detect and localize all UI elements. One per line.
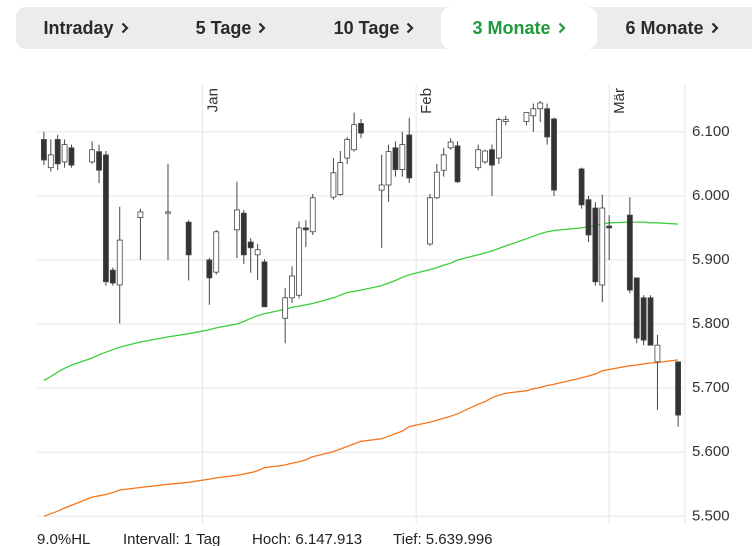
candle-body [302, 227, 309, 231]
y-tick-label: 6.100 [692, 123, 730, 140]
tab-label[interactable]: 6 Monate [625, 17, 704, 38]
chevron-icon [259, 22, 266, 34]
candle-body [427, 197, 433, 245]
candle-body [54, 139, 61, 165]
y-tick-label: 5.700 [692, 379, 730, 396]
candle-body [337, 162, 344, 195]
candle-body [592, 207, 599, 283]
candle-body [606, 225, 613, 229]
candle-body [489, 149, 495, 166]
candle-body [240, 212, 247, 256]
candle-body [392, 147, 399, 170]
candle-body [378, 184, 385, 191]
candle-body [495, 119, 502, 159]
moving-average-line [43, 359, 679, 517]
tab[interactable]: 10 Tage [306, 7, 442, 49]
candle-body [261, 261, 268, 308]
candle-body [433, 171, 440, 199]
chevron-icon [407, 22, 414, 34]
candle-body [358, 123, 364, 134]
candle-body [447, 141, 454, 149]
candle-body [309, 197, 316, 233]
candle-body [626, 214, 633, 291]
candle-body [502, 119, 509, 122]
footer-stat: 9.0%HL [37, 531, 90, 546]
candle-body [116, 239, 123, 286]
candle-body [330, 172, 337, 198]
candle-body [633, 277, 640, 339]
candle-body [40, 139, 47, 161]
candle-body [675, 361, 682, 416]
tab-label[interactable]: 10 Tage [333, 17, 400, 38]
tab[interactable]: Intraday [16, 7, 156, 49]
tab-bar [16, 7, 752, 49]
candle-body [544, 108, 551, 138]
candle-body [551, 118, 557, 191]
candle-body [96, 151, 102, 171]
candle-body [213, 231, 220, 273]
candle-body [254, 249, 261, 256]
candle-body [109, 269, 116, 284]
candle-body [523, 112, 530, 122]
candle-body [585, 199, 592, 236]
tab-label[interactable]: 5 Tage [195, 17, 252, 38]
x-tick-label: Feb [418, 88, 435, 114]
candle-body [206, 259, 213, 279]
footer-stat: Hoch: 6.147.913 [252, 531, 362, 546]
y-tick-label: 6.000 [692, 187, 730, 204]
tab-label[interactable]: 3 Monate [472, 17, 551, 38]
candle-body [61, 144, 68, 163]
moving-average-line [43, 221, 679, 381]
candle-body [47, 154, 54, 169]
tab-label[interactable]: Intraday [43, 17, 114, 38]
tab[interactable]: 6 Monate [597, 7, 747, 49]
candle-body [282, 297, 289, 319]
candle-body [640, 297, 647, 341]
chevron-icon [558, 22, 566, 34]
candle-body [399, 144, 406, 170]
candle-body [647, 297, 654, 346]
candle-body [654, 344, 661, 363]
candle-body [137, 211, 144, 219]
candle-body [440, 154, 447, 171]
tab[interactable]: 5 Tage [156, 7, 306, 49]
candle-body [482, 150, 488, 163]
candle-body [185, 221, 192, 256]
chevron-icon [121, 22, 129, 34]
y-tick-label: 5.800 [692, 315, 730, 332]
candle-body [454, 145, 461, 183]
footer-stat: Intervall: 1 Tag [123, 531, 220, 546]
candle-body [578, 168, 585, 206]
x-tick-label: Jan [204, 88, 221, 112]
candle-body [165, 211, 171, 214]
candle-body [296, 227, 302, 296]
candle-body [475, 149, 482, 169]
candle-body [344, 139, 351, 159]
y-tick-label: 5.900 [692, 251, 730, 268]
candle-body [247, 241, 254, 249]
candle-body [89, 149, 96, 163]
candle-body [234, 209, 240, 231]
x-tick-label: Mär [611, 88, 628, 114]
candle-body [103, 154, 109, 283]
candle-body [385, 151, 392, 186]
y-tick-label: 5.500 [692, 507, 730, 524]
candle-body [68, 147, 75, 166]
candle-body [351, 124, 358, 151]
tab[interactable]: 3 Monate [441, 7, 597, 49]
candle-body [530, 108, 537, 117]
footer-stat: Tief: 5.639.996 [393, 531, 493, 546]
candle-body [599, 207, 606, 286]
chevron-icon [711, 22, 719, 34]
candle-body [537, 102, 544, 110]
candle-body [406, 134, 413, 179]
candle-body [289, 275, 295, 299]
y-tick-label: 5.600 [692, 443, 730, 460]
